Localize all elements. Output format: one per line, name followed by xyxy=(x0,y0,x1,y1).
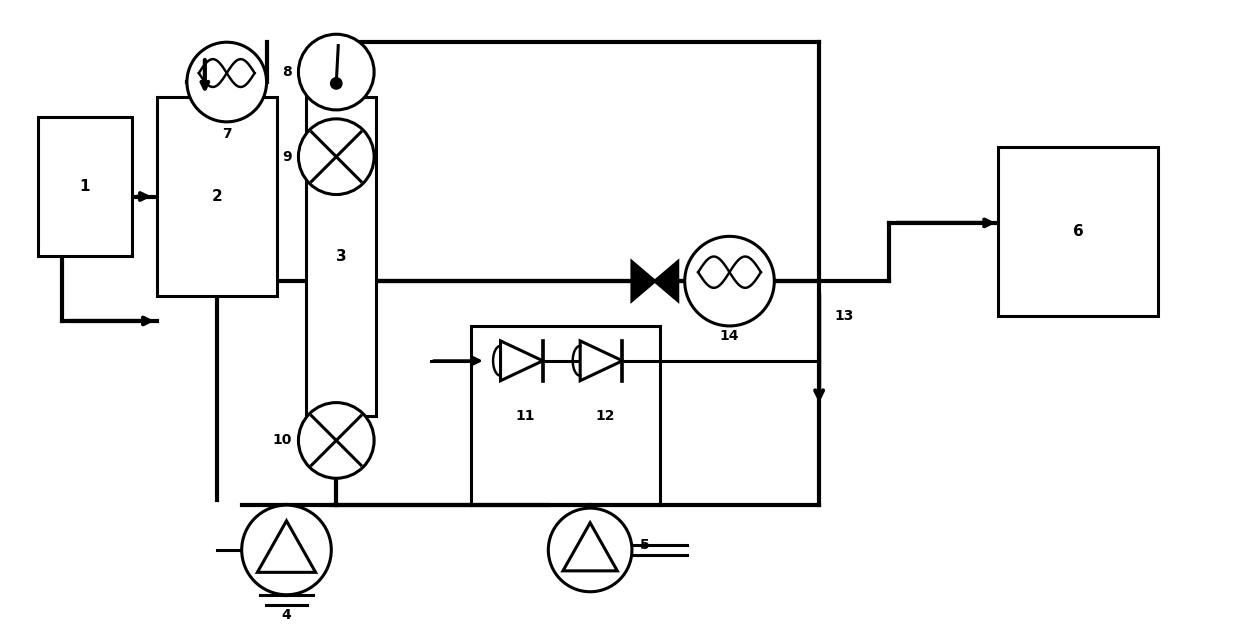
Circle shape xyxy=(548,508,632,592)
Text: 8: 8 xyxy=(281,65,291,79)
Bar xyxy=(306,97,376,416)
Bar xyxy=(37,117,133,256)
Circle shape xyxy=(299,119,374,195)
Text: 13: 13 xyxy=(835,309,853,323)
Polygon shape xyxy=(258,521,316,572)
Bar xyxy=(157,97,277,296)
Text: 12: 12 xyxy=(595,409,615,423)
Polygon shape xyxy=(655,262,678,300)
Circle shape xyxy=(299,34,374,110)
Text: 3: 3 xyxy=(336,249,346,264)
Polygon shape xyxy=(580,341,622,381)
Circle shape xyxy=(187,42,267,122)
Polygon shape xyxy=(501,341,543,381)
Circle shape xyxy=(684,237,774,326)
Text: 14: 14 xyxy=(719,329,739,343)
Text: 9: 9 xyxy=(281,150,291,163)
Polygon shape xyxy=(632,262,655,300)
Text: 6: 6 xyxy=(1073,224,1084,239)
Circle shape xyxy=(299,403,374,478)
Polygon shape xyxy=(563,523,618,571)
Text: 2: 2 xyxy=(212,189,222,204)
Text: 10: 10 xyxy=(272,433,291,448)
Text: 4: 4 xyxy=(281,608,291,622)
Text: 1: 1 xyxy=(79,179,91,194)
Text: 11: 11 xyxy=(516,409,536,423)
Text: 5: 5 xyxy=(640,538,650,552)
Text: 7: 7 xyxy=(222,127,232,141)
Circle shape xyxy=(331,78,342,89)
Circle shape xyxy=(242,505,331,595)
Bar xyxy=(998,146,1158,316)
